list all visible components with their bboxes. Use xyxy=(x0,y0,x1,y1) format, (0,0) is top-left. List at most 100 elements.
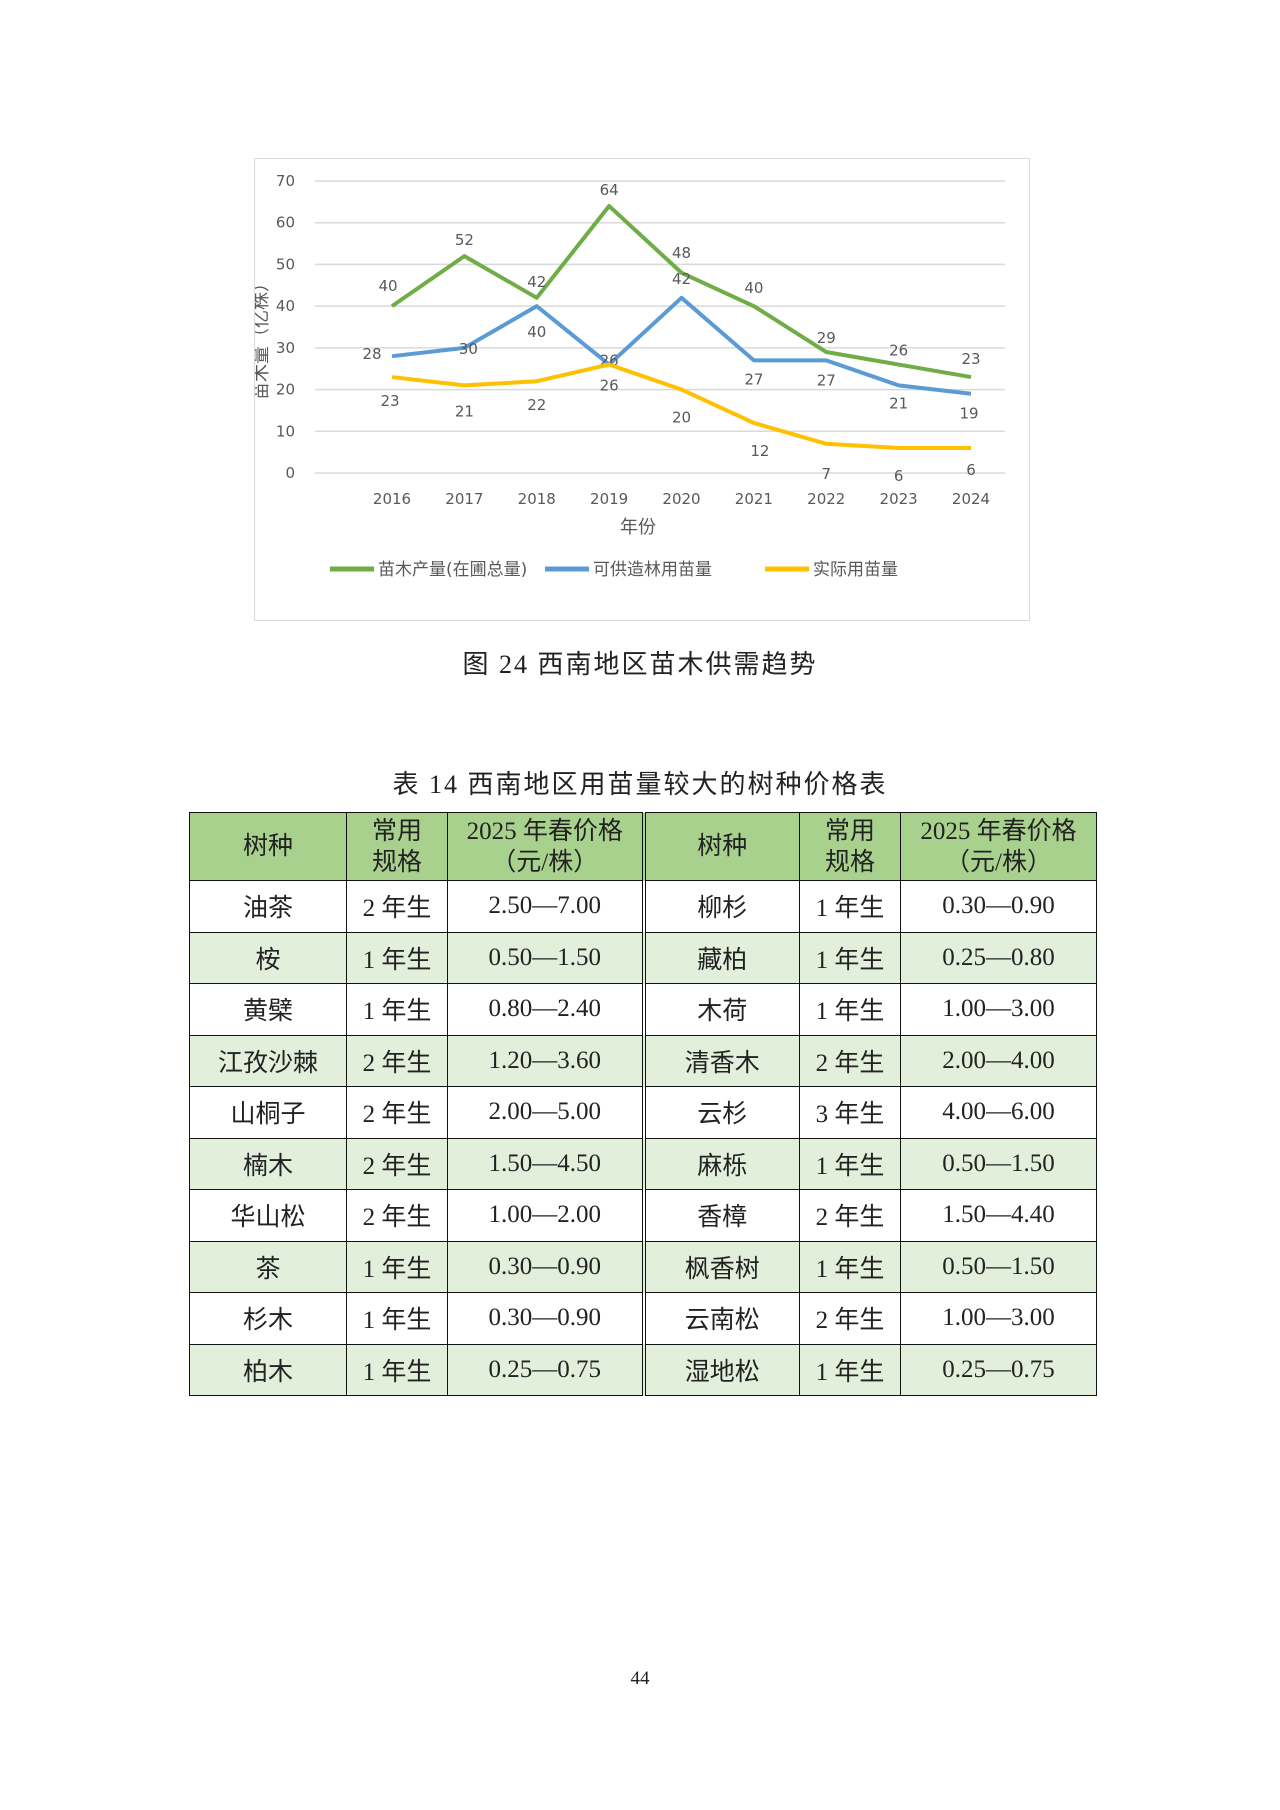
table-row: 油茶 2 年生 2.50—7.00 柳杉 1 年生 0.30—0.90 xyxy=(189,880,1097,933)
spec-cell: 1 年生 xyxy=(346,1240,448,1293)
price-cell: 0.30—0.90 xyxy=(447,1240,646,1293)
species-cell: 藏柏 xyxy=(643,931,800,984)
x-tick-label: 2024 xyxy=(952,490,990,508)
table-row: 江孜沙棘 2 年生 1.20—3.60 清香木 2 年生 2.00—4.00 xyxy=(189,1034,1097,1087)
series-line xyxy=(391,295,972,396)
species-cell: 桉 xyxy=(189,931,347,984)
legend-label: 可供造林用苗量 xyxy=(593,560,712,580)
price-cell: 0.50—1.50 xyxy=(900,1240,1097,1293)
data-label: 26 xyxy=(600,377,619,395)
price-cell: 2.00—5.00 xyxy=(447,1086,646,1139)
species-cell: 江孜沙棘 xyxy=(189,1034,347,1087)
table-row: 华山松 2 年生 1.00—2.00 香樟 2 年生 1.50—4.40 xyxy=(189,1189,1097,1242)
data-label: 21 xyxy=(455,402,474,420)
data-label: 22 xyxy=(527,396,546,414)
species-cell: 杉木 xyxy=(189,1292,347,1345)
data-label: 21 xyxy=(889,394,908,412)
data-label: 30 xyxy=(459,340,478,358)
figure-caption: 图 24 西南地区苗木供需趋势 xyxy=(462,650,818,679)
page-number: 44 xyxy=(630,1668,650,1689)
legend-label: 实际用苗量 xyxy=(813,560,898,580)
table-row: 柏木 1 年生 0.25—0.75 湿地松 1 年生 0.25—0.75 xyxy=(189,1343,1097,1396)
price-cell: 1.20—3.60 xyxy=(447,1034,646,1087)
spec-cell: 2 年生 xyxy=(346,1189,448,1242)
price-cell: 0.25—0.75 xyxy=(447,1343,646,1396)
data-label: 42 xyxy=(527,273,546,291)
header-species: 树种 xyxy=(189,812,347,881)
price-cell: 1.00—3.00 xyxy=(900,983,1097,1036)
data-label: 23 xyxy=(961,350,980,368)
species-cell: 云杉 xyxy=(643,1086,800,1139)
x-tick-label: 2018 xyxy=(518,490,556,508)
price-cell: 0.80—2.40 xyxy=(447,983,646,1036)
price-cell: 1.50—4.50 xyxy=(447,1137,646,1190)
spec-cell: 1 年生 xyxy=(799,1343,901,1396)
price-cell: 2.50—7.00 xyxy=(447,880,646,933)
data-label: 27 xyxy=(744,370,763,388)
y-tick-label: 60 xyxy=(276,214,295,232)
y-tick-label: 50 xyxy=(276,255,295,273)
species-cell: 木荷 xyxy=(643,983,800,1036)
spec-cell: 1 年生 xyxy=(799,931,901,984)
data-label: 26 xyxy=(889,342,908,360)
x-tick-label: 2017 xyxy=(445,490,483,508)
price-table: 树种 常用 规格 2025 年春价格 （元/株） 树种 常用 规格 2025 年春价格… xyxy=(189,812,1097,1396)
table-row: 楠木 2 年生 1.50—4.50 麻栎 1 年生 0.50—1.50 xyxy=(189,1137,1097,1190)
price-cell: 1.00—2.00 xyxy=(447,1189,646,1242)
species-cell: 云南松 xyxy=(643,1292,800,1345)
data-label: 28 xyxy=(362,345,381,363)
header-spec: 常用 规格 xyxy=(799,812,901,881)
species-cell: 油茶 xyxy=(189,880,347,933)
spec-cell: 1 年生 xyxy=(346,931,448,984)
species-cell: 楠木 xyxy=(189,1137,347,1190)
data-label: 29 xyxy=(817,329,836,347)
species-cell: 香樟 xyxy=(643,1189,800,1242)
header-spec: 常用 规格 xyxy=(346,812,448,881)
species-cell: 华山松 xyxy=(189,1189,347,1242)
price-cell: 1.00—3.00 xyxy=(900,1292,1097,1345)
price-cell: 0.30—0.90 xyxy=(900,880,1097,933)
header-species: 树种 xyxy=(643,812,800,881)
price-cell: 0.50—1.50 xyxy=(900,1137,1097,1190)
spec-cell: 2 年生 xyxy=(799,1292,901,1345)
data-label: 12 xyxy=(750,442,769,460)
y-tick-label: 30 xyxy=(276,339,295,357)
header-price: 2025 年春价格 （元/株） xyxy=(447,812,646,881)
data-label: 48 xyxy=(672,244,691,262)
y-tick-label: 70 xyxy=(276,172,295,190)
price-cell: 4.00—6.00 xyxy=(900,1086,1097,1139)
data-label: 20 xyxy=(672,409,691,427)
spec-cell: 2 年生 xyxy=(799,1034,901,1087)
legend-label: 苗木产量(在圃总量) xyxy=(378,560,527,580)
species-cell: 山桐子 xyxy=(189,1086,347,1139)
x-tick-label: 2016 xyxy=(373,490,411,508)
price-cell: 0.30—0.90 xyxy=(447,1292,646,1345)
species-cell: 黄檗 xyxy=(189,983,347,1036)
y-axis-label: 苗木量（亿株） xyxy=(255,274,272,400)
header-price: 2025 年春价格 （元/株） xyxy=(900,812,1097,881)
spec-cell: 2 年生 xyxy=(346,1086,448,1139)
spec-cell: 1 年生 xyxy=(346,983,448,1036)
price-cell: 2.00—4.00 xyxy=(900,1034,1097,1087)
series-line xyxy=(390,204,972,380)
spec-cell: 1 年生 xyxy=(799,880,901,933)
spec-cell: 1 年生 xyxy=(799,1240,901,1293)
data-label: 52 xyxy=(455,231,474,249)
price-cell: 0.25—0.75 xyxy=(900,1343,1097,1396)
spec-cell: 2 年生 xyxy=(799,1189,901,1242)
y-tick-label: 0 xyxy=(285,464,295,482)
data-label: 40 xyxy=(527,323,546,341)
line-chart: 0 10 20 30 40 50 60 70 2016 2017 2018 2019 2020 2021 2… xyxy=(254,158,1030,621)
data-label: 19 xyxy=(959,405,978,423)
table-row: 黄檗 1 年生 0.80—2.40 木荷 1 年生 1.00—3.00 xyxy=(189,983,1097,1036)
species-cell: 茶 xyxy=(189,1240,347,1293)
table-title: 表 14 西南地区用苗量较大的树种价格表 xyxy=(392,770,888,799)
species-cell: 湿地松 xyxy=(643,1343,800,1396)
price-cell: 0.25—0.80 xyxy=(900,931,1097,984)
x-tick-label: 2023 xyxy=(880,490,918,508)
x-tick-label: 2021 xyxy=(735,490,773,508)
y-tick-label: 20 xyxy=(276,381,295,399)
